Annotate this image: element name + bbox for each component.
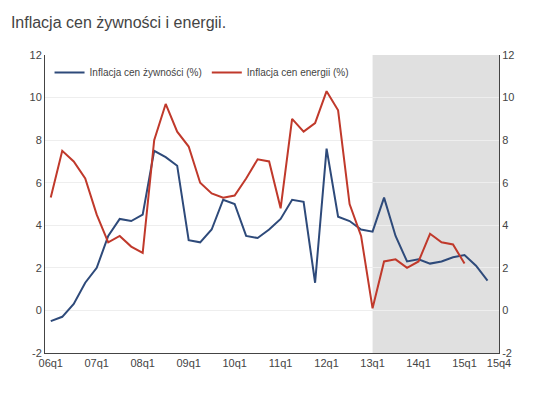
svg-text:08q1: 08q1	[130, 357, 154, 369]
svg-text:Inflacja cen energii (%): Inflacja cen energii (%)	[247, 67, 349, 78]
svg-text:2: 2	[502, 262, 508, 274]
svg-text:6: 6	[502, 177, 508, 189]
svg-text:Inflacja cen żywności (%): Inflacja cen żywności (%)	[90, 67, 202, 78]
svg-text:10: 10	[30, 91, 42, 103]
svg-text:Inflacja cen żywności i energi: Inflacja cen żywności i energii.	[11, 14, 226, 31]
svg-text:0: 0	[502, 304, 508, 316]
svg-text:13q1: 13q1	[360, 357, 384, 369]
svg-text:0: 0	[36, 304, 42, 316]
svg-text:2: 2	[36, 262, 42, 274]
svg-text:8: 8	[502, 134, 508, 146]
svg-text:11q1: 11q1	[269, 357, 293, 369]
svg-text:12q1: 12q1	[314, 357, 338, 369]
svg-text:15q4: 15q4	[487, 357, 511, 369]
svg-text:15q1: 15q1	[452, 357, 476, 369]
svg-text:12: 12	[502, 49, 514, 61]
svg-text:4: 4	[36, 219, 42, 231]
svg-text:09q1: 09q1	[176, 357, 200, 369]
svg-text:6: 6	[36, 177, 42, 189]
svg-text:14q1: 14q1	[406, 357, 430, 369]
svg-text:10q1: 10q1	[222, 357, 246, 369]
svg-text:07q1: 07q1	[84, 357, 108, 369]
svg-text:-2: -2	[32, 347, 42, 359]
svg-text:10: 10	[502, 91, 514, 103]
svg-text:06q1: 06q1	[39, 357, 63, 369]
svg-text:-2: -2	[502, 347, 512, 359]
svg-text:4: 4	[502, 219, 508, 231]
svg-text:8: 8	[36, 134, 42, 146]
svg-text:12: 12	[30, 49, 42, 61]
